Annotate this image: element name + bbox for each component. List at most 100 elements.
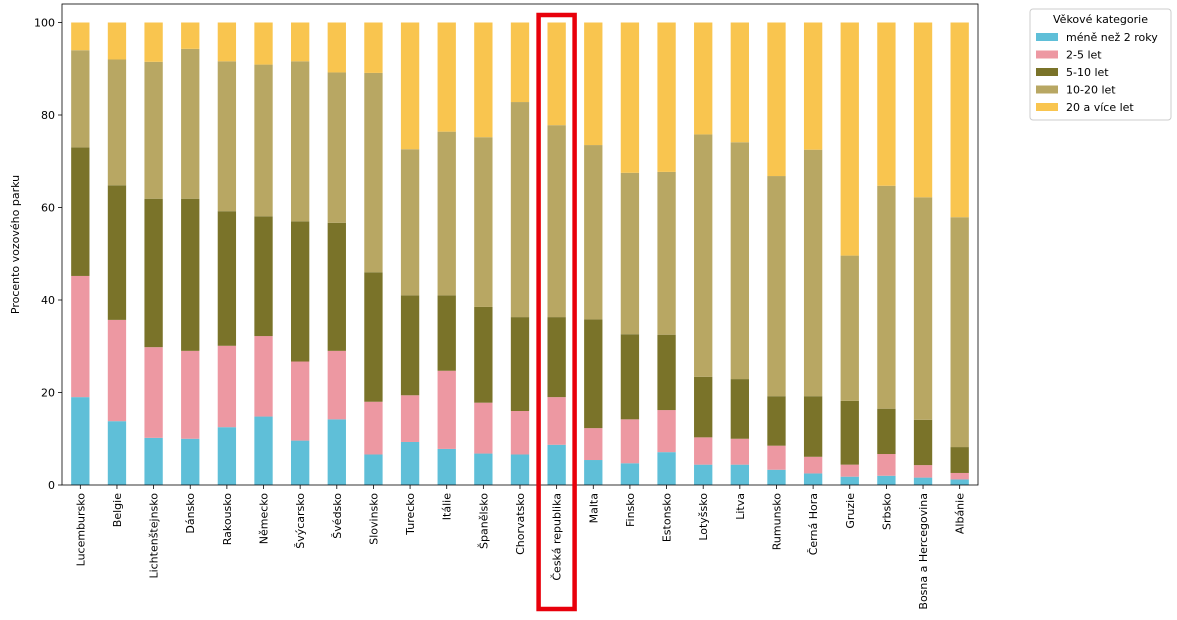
bar-svycarsko-10-20-let	[291, 61, 310, 222]
bar-svycarsko-5-10-let	[291, 221, 310, 362]
bar-svedsko-2-5-let	[327, 350, 346, 420]
bar-belgie-20-a-vice-let	[107, 22, 127, 60]
bar-turecko-5-10-let	[400, 295, 420, 396]
bar-malta-20-a-vice-let	[584, 22, 603, 146]
x-tick-label-rumunsko: Rumunsko	[770, 493, 783, 550]
x-tick-label-dansko: Dánsko	[184, 493, 197, 534]
bar-gruzie-10-20-let	[840, 255, 859, 401]
bar-spanelsko-mene-nez-2-roky	[474, 453, 493, 485]
bar-dansko-2-5-let	[181, 350, 200, 439]
bar-rumunsko-5-10-let	[767, 396, 786, 446]
x-tick-label-ceska-republika: Česká republika	[551, 493, 564, 581]
bar-rakousko-20-a-vice-let	[217, 22, 237, 62]
legend-items: méně než 2 roky 2-5 let 5-10 let 10-20 let 2…	[1036, 31, 1158, 114]
bar-cerna-hora-mene-nez-2-roky	[803, 473, 823, 485]
bar-lotyssko-mene-nez-2-roky	[694, 464, 713, 485]
legend-label-2-5-let: 2-5 let	[1066, 49, 1102, 62]
bar-estonsko-2-5-let	[657, 410, 676, 453]
bar-chorvatsko-5-10-let	[510, 317, 530, 411]
bar-finsko-10-20-let	[620, 172, 640, 335]
bar-finsko-5-10-let	[620, 334, 640, 420]
x-tick-label-finsko: Finsko	[624, 493, 637, 527]
bar-rumunsko-2-5-let	[767, 445, 786, 470]
bar-lichtenstejnsko-5-10-let	[144, 198, 163, 348]
legend-swatch-10-20-let	[1036, 85, 1058, 94]
bar-srbsko-20-a-vice-let	[877, 22, 896, 186]
bar-rakousko-10-20-let	[217, 61, 237, 212]
bar-rumunsko-10-20-let	[767, 176, 786, 397]
bar-chorvatsko-10-20-let	[510, 102, 530, 318]
bar-cerna-hora-10-20-let	[803, 149, 823, 397]
bar-spanelsko-2-5-let	[474, 402, 493, 454]
y-tick-label: 20	[41, 387, 55, 400]
bar-lucembursko-10-20-let	[71, 50, 90, 148]
bar-chorvatsko-2-5-let	[510, 411, 530, 455]
bar-malta-2-5-let	[584, 428, 603, 461]
bar-slovinsko-5-10-let	[364, 272, 383, 402]
x-tick-label-lichtenstejnsko: Lichtenštejnsko	[148, 493, 161, 579]
y-axis: 0 20 40 60 80 100	[34, 17, 62, 492]
bar-svedsko-10-20-let	[327, 72, 346, 223]
bar-lotyssko-5-10-let	[694, 376, 713, 438]
x-tick-label-rakousko: Rakousko	[221, 493, 234, 546]
bar-spanelsko-10-20-let	[474, 137, 493, 307]
bar-albanie-2-5-let	[950, 472, 969, 480]
x-axis: Lucembursko Belgie Lichtenštejnsko Dánsko Ra…	[74, 485, 967, 610]
bar-lichtenstejnsko-10-20-let	[144, 61, 163, 199]
bar-bosna-a-hercegovina-2-5-let	[913, 465, 933, 478]
legend-label-10-20-let: 10-20 let	[1066, 84, 1116, 97]
bar-svedsko-5-10-let	[327, 222, 346, 351]
bar-litva-5-10-let	[730, 379, 749, 439]
bar-dansko-10-20-let	[181, 48, 200, 199]
bar-belgie-10-20-let	[107, 59, 127, 186]
x-tick-label-gruzie: Gruzie	[844, 493, 857, 529]
x-tick-label-turecko: Turecko	[404, 493, 417, 536]
bar-lotyssko-20-a-vice-let	[694, 22, 713, 135]
bar-rakousko-5-10-let	[217, 211, 237, 346]
legend-swatch-2-5-let	[1036, 50, 1058, 59]
y-tick-label: 0	[48, 479, 55, 492]
bar-nemecko-5-10-let	[254, 216, 273, 337]
bar-slovinsko-20-a-vice-let	[364, 22, 383, 73]
bar-turecko-20-a-vice-let	[400, 22, 420, 150]
y-tick-label: 60	[41, 202, 55, 215]
bar-spanelsko-5-10-let	[474, 306, 493, 403]
x-tick-label-srbsko: Srbsko	[880, 493, 893, 530]
bar-bosna-a-hercegovina-5-10-let	[913, 419, 933, 466]
legend-swatch-5-10-let	[1036, 68, 1058, 76]
bar-litva-10-20-let	[730, 142, 749, 380]
bar-nemecko-10-20-let	[254, 64, 273, 217]
bar-lucembursko-5-10-let	[71, 147, 90, 276]
bar-gruzie-5-10-let	[840, 400, 859, 465]
bar-lotyssko-2-5-let	[694, 437, 713, 465]
x-tick-label-chorvatsko: Chorvatsko	[514, 493, 527, 555]
bar-ceska-republika-10-20-let	[547, 125, 566, 318]
bar-cerna-hora-5-10-let	[803, 396, 823, 457]
bar-nemecko-mene-nez-2-roky	[254, 416, 273, 485]
bar-chorvatsko-mene-nez-2-roky	[510, 454, 530, 485]
bar-belgie-2-5-let	[107, 319, 127, 422]
bar-malta-mene-nez-2-roky	[584, 460, 603, 485]
x-tick-label-litva: Litva	[734, 493, 747, 520]
bar-italie-2-5-let	[437, 370, 456, 449]
bar-slovinsko-2-5-let	[364, 401, 383, 455]
bar-malta-5-10-let	[584, 319, 603, 429]
bar-estonsko-10-20-let	[657, 171, 676, 335]
bar-bosna-a-hercegovina-mene-nez-2-roky	[913, 477, 933, 485]
bar-svycarsko-mene-nez-2-roky	[291, 440, 310, 485]
y-axis-title: Procento vozového parku	[9, 175, 22, 314]
bar-dansko-20-a-vice-let	[181, 22, 200, 49]
bar-italie-5-10-let	[437, 295, 456, 371]
bar-bosna-a-hercegovina-10-20-let	[913, 197, 933, 420]
bar-malta-10-20-let	[584, 145, 603, 320]
x-tick-label-nemecko: Německo	[258, 493, 271, 545]
legend-label-mene-nez-2-roky: méně než 2 roky	[1066, 31, 1158, 44]
bar-italie-20-a-vice-let	[437, 22, 456, 132]
y-tick-label: 80	[41, 109, 55, 122]
bar-lichtenstejnsko-20-a-vice-let	[144, 22, 163, 62]
x-tick-label-svycarsko: Švýcarsko	[294, 493, 307, 549]
bar-finsko-20-a-vice-let	[620, 22, 640, 173]
x-tick-label-slovinsko: Slovinsko	[367, 493, 380, 545]
bar-gruzie-2-5-let	[840, 464, 859, 477]
y-tick-label: 40	[41, 294, 55, 307]
